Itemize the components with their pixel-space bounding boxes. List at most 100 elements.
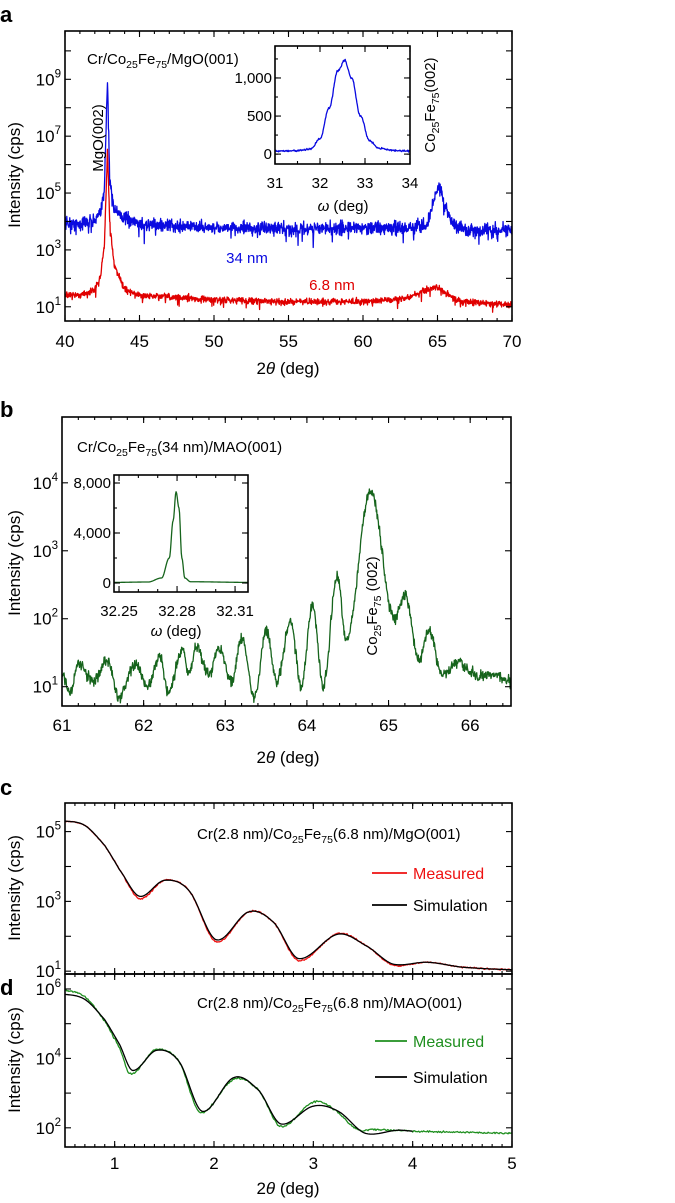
- panel-d-sample-title: Cr(2.8 nm)/Co25Fe75(6.8 nm)/MAO(001): [197, 995, 462, 1015]
- panel-b-x-axis-label-part: θ: [266, 748, 276, 767]
- panel-a-x-axis-label: 2θ (deg): [256, 359, 319, 378]
- panel-a-inset-y-tick-label: 0: [264, 146, 272, 163]
- panel-c-y-tick-label: 101: [36, 960, 61, 981]
- panel-d-sample-title-part: 25: [292, 1003, 304, 1015]
- panel-b-inset-x-tick-label: 32.31: [216, 603, 254, 620]
- panel-a-inset-x-axis-label-part: (deg): [329, 198, 368, 215]
- panel-a-x-axis-label-part: (deg): [275, 359, 319, 378]
- panel-a-x-axis-label-part: θ: [266, 359, 276, 378]
- panel-b-inset-x-tick-label: 32.25: [100, 603, 138, 620]
- series-a-34-nm-line: [65, 82, 512, 249]
- panel-b-frame: [61, 416, 512, 707]
- panel-b-y-tick-label: 102: [33, 608, 58, 629]
- panel-d-x-tick-label: 1: [110, 1154, 119, 1173]
- panel-a-x-tick-label: 50: [205, 332, 224, 351]
- tick-base: 10: [33, 610, 52, 629]
- tick-exponent: 4: [55, 1047, 62, 1059]
- panel-a-x-tick-label: 45: [130, 332, 149, 351]
- panel-a-series-label: 6.8 nm: [309, 277, 355, 294]
- tick-base: 10: [33, 678, 52, 697]
- panel-c-legend: Measured Simulation: [372, 866, 488, 915]
- panel-c-sample-title-part: Cr(2.8 nm)/Co: [197, 826, 292, 843]
- tick-base: 10: [36, 962, 55, 981]
- series-a-6-8-nm-line: [65, 148, 512, 313]
- panel-b-inset-x-axis-label-part: (deg): [162, 623, 201, 640]
- tick-base: 10: [36, 1049, 55, 1068]
- panel-c-y-axis-label: Intensity (cps): [5, 835, 24, 941]
- panel-b-inset-rocking-curve-line: [114, 491, 248, 584]
- panel-b-inset-x-axis-label: ω (deg): [151, 623, 202, 640]
- panel-d-sample-title-part: 75: [321, 1003, 333, 1015]
- panel-b-peak-annotation: Co25Fe75 (002): [364, 556, 384, 655]
- panel-b-x-tick-label: 64: [297, 716, 316, 735]
- panel-a-inset-x-tick-label: 33: [357, 175, 374, 192]
- panel-c-y-tick-label: 105: [36, 821, 61, 842]
- tick-base: 10: [36, 892, 55, 911]
- panel-c-sample-title-part: 75: [321, 834, 333, 846]
- panel-d-x-tick-label: 3: [309, 1154, 318, 1173]
- tick-exponent: 5: [55, 182, 61, 194]
- tick-exponent: 9: [55, 68, 61, 80]
- tick-exponent: 1: [55, 960, 61, 972]
- series-d-simulation-line: [65, 993, 413, 1135]
- panel-b-x-tick-label: 65: [379, 716, 398, 735]
- panel-b-inset-x-tick-label: 32.28: [158, 603, 196, 620]
- panel-d-x-tick-label: 2: [209, 1154, 218, 1173]
- panel-a-inset-x-axis-label-part: ω: [318, 198, 330, 215]
- panel-a-x-tick-label: 60: [354, 332, 373, 351]
- panel-a-inset-x-axis-label: ω (deg): [318, 198, 369, 215]
- panel-b-peak-annotation-part: (002): [364, 556, 381, 595]
- panel-c-sample-title-part: 25: [292, 834, 304, 846]
- panel-a-y-tick-label: 107: [36, 125, 61, 146]
- panel-b-x-axis-label: 2θ (deg): [256, 748, 319, 767]
- panel-d-legend: Measured Simulation: [375, 1034, 488, 1087]
- panel-b-sample-title-part: Fe: [128, 439, 146, 456]
- tick-base: 10: [36, 823, 55, 842]
- panel-a-peak-annotation-part: MgO(002): [90, 104, 107, 172]
- panel-a-sample-title-part: Cr/Co: [87, 51, 126, 68]
- panel-a-x-tick-label: 70: [503, 332, 522, 351]
- panel-a-inset-x-tick-label: 31: [267, 175, 284, 192]
- panel-d-y-tick-label: 104: [36, 1047, 62, 1068]
- panel-b-sample-title: Cr/Co25Fe75(34 nm)/MAO(001): [77, 439, 282, 459]
- panel-b-x-tick-label: 61: [53, 716, 72, 735]
- panel-a-inset: 31 32 33 34 0 500 1,000 ω (deg): [234, 45, 418, 215]
- series-c-simulation-line: [65, 820, 512, 971]
- panel-b-x-tick-label: 63: [216, 716, 235, 735]
- panel-d-sample-title-part: Cr(2.8 nm)/Co: [197, 995, 292, 1012]
- tick-base: 10: [36, 298, 55, 317]
- panel-d-y-tick-label: 102: [36, 1117, 61, 1138]
- panel-a-peak-annotation-part: 25: [430, 122, 442, 134]
- panel-a: a40 45 50 55 60 65 70101103105107109Intensity …: [0, 2, 521, 378]
- panel-b-label: b: [0, 397, 13, 422]
- panel-b-x-tick-label: 62: [134, 716, 153, 735]
- panel-d-sample-title-part: (6.8 nm)/MAO(001): [333, 995, 462, 1012]
- panel-b-sample-title-part: 25: [116, 447, 128, 459]
- panel-c-y-tick-label: 103: [36, 890, 61, 911]
- panel-a-peak-annotation-part: Co: [422, 133, 439, 152]
- panel-b-x-tick-label: 66: [461, 716, 480, 735]
- panel-c-sample-title-part: Fe: [304, 826, 322, 843]
- tick-base: 10: [36, 980, 55, 999]
- panel-a-peak-annotation-part: Fe: [422, 104, 439, 122]
- panel-d-x-axis-label: 2θ (deg): [256, 1179, 319, 1198]
- tick-exponent: 2: [52, 608, 58, 620]
- panel-c-sample-title-part: (6.8 nm)/MgO(001): [333, 826, 461, 843]
- tick-exponent: 3: [52, 540, 58, 552]
- panel-a-label: a: [0, 2, 13, 27]
- panel-a-x-tick-label: 65: [428, 332, 447, 351]
- panel-b-inset-y-tick-label: 0: [103, 575, 111, 592]
- panel-b-sample-title-part: 75: [145, 447, 157, 459]
- tick-exponent: 6: [55, 978, 61, 990]
- panel-d-x-axis-label-part: θ: [266, 1179, 276, 1198]
- panel-d-frame: [64, 973, 513, 1148]
- panel-b-sample-title-part: Cr/Co: [77, 439, 116, 456]
- series-d-measured-line: [65, 989, 512, 1135]
- tick-base: 10: [33, 542, 52, 561]
- panel-b-sample-title-part: (34 nm)/MAO(001): [157, 439, 282, 456]
- panel-b-y-tick-label: 103: [33, 540, 58, 561]
- panel-d-x-axis-label-part: 2: [256, 1179, 265, 1198]
